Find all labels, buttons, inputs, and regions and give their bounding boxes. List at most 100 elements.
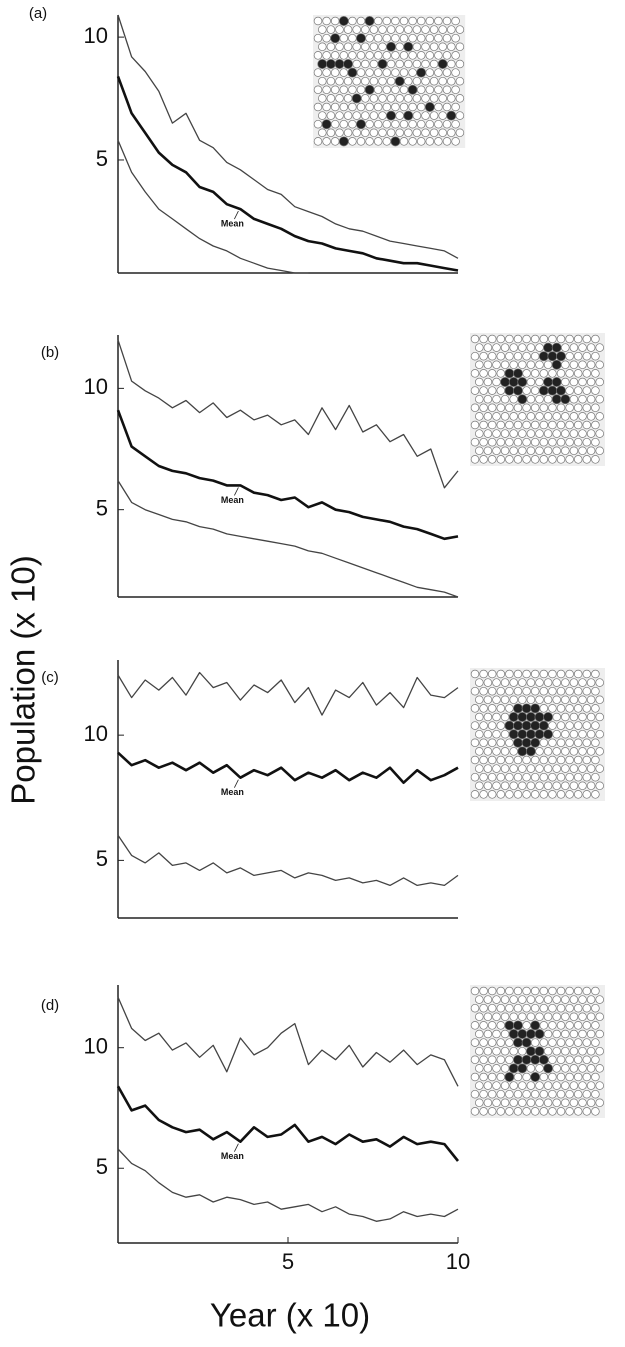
lattice-cell [475, 695, 484, 705]
lattice-cell [518, 412, 527, 421]
lattice-cell [330, 102, 340, 112]
lattice-cell [556, 721, 566, 730]
lattice-cell [565, 1038, 574, 1047]
lattice-cell [373, 16, 383, 26]
lattice-cell [539, 755, 549, 765]
lattice-cell [538, 1054, 549, 1065]
lattice-cell [543, 764, 553, 773]
lattice-cell [483, 360, 493, 370]
lattice-cell [508, 1063, 519, 1074]
lattice-cell [475, 729, 484, 739]
lattice-cell [513, 755, 523, 765]
lattice-cell [492, 377, 501, 387]
lattice-cell [513, 351, 523, 361]
lattice-cell [573, 1072, 583, 1082]
lattice-cell [361, 25, 370, 34]
lattice-cell [382, 85, 392, 95]
lattice-cell [442, 33, 452, 43]
lattice-cell [487, 1038, 497, 1047]
lattice-cell [586, 678, 596, 687]
lattice-cell [548, 369, 557, 378]
lattice-cell [487, 403, 497, 413]
lattice-cell [356, 33, 366, 44]
lattice-cell [539, 369, 549, 378]
lattice-cell [479, 772, 488, 782]
lattice-cell [416, 67, 427, 78]
panel-label: (b) [41, 344, 59, 361]
lattice-cell [565, 755, 574, 765]
lattice-cell [475, 412, 484, 421]
lattice-cell [534, 1029, 545, 1039]
lattice-cell [565, 986, 574, 996]
lattice-cell [487, 1055, 497, 1065]
series-line [116, 409, 459, 541]
lattice-cell [565, 455, 574, 464]
lattice-cell [408, 33, 417, 43]
lattice-cell [535, 995, 544, 1004]
lattice-cell [565, 420, 574, 430]
lattice-cell [565, 1021, 574, 1030]
lattice-cell [447, 94, 456, 103]
lattice-cell [565, 1055, 574, 1065]
lattice-cell [539, 1003, 549, 1013]
lattice-cell [505, 351, 514, 361]
lattice-cell [582, 334, 592, 344]
lattice-cell [470, 334, 480, 344]
lattice-cell [378, 76, 387, 86]
lattice-cell [470, 986, 480, 996]
lattice-cell [573, 1107, 583, 1116]
lattice-cell [479, 790, 488, 799]
lattice-cell [500, 764, 510, 773]
lattice-cell [470, 437, 480, 447]
lattice-cell [526, 429, 536, 438]
y-tick-label: 5 [96, 846, 108, 871]
lattice-cell [483, 446, 493, 456]
lattice-cell [487, 704, 497, 713]
lattice-cell [369, 76, 379, 86]
lattice-cell [496, 704, 506, 713]
lattice-cell [518, 1081, 527, 1090]
lattice-cell [470, 1003, 480, 1013]
lattice-cell [500, 1029, 510, 1039]
lattice-cell [569, 429, 579, 438]
lattice-cell [543, 1012, 553, 1022]
lattice-cell [530, 669, 540, 679]
lattice-cell [573, 790, 583, 799]
lattice-cell [421, 76, 430, 86]
lattice-cell [475, 995, 484, 1004]
lattice-cell [573, 738, 583, 748]
lattice-cell [518, 1046, 527, 1056]
lattice-cell [343, 111, 353, 120]
lattice-cell [318, 111, 327, 120]
lattice-cell [591, 738, 600, 748]
lattice-cell [530, 703, 541, 714]
lattice-cell [552, 1081, 561, 1090]
lattice-cell [438, 25, 447, 34]
lattice-cell [496, 1003, 506, 1013]
lattice-cell [318, 94, 327, 103]
series-line [117, 140, 309, 274]
lattice-cell [483, 1046, 493, 1056]
lattice-cell [543, 1029, 553, 1039]
series-line [116, 75, 459, 272]
lattice-cell [509, 1098, 518, 1108]
lattice-cell [522, 1021, 531, 1030]
lattice-cell [508, 712, 519, 722]
lattice-cell [556, 351, 566, 362]
lattice-cell [500, 712, 510, 722]
lattice-cell [496, 1089, 506, 1099]
lattice-cell [573, 1055, 583, 1065]
lattice-cell [595, 377, 604, 387]
lattice-cell [317, 59, 328, 69]
lattice-cell [530, 437, 540, 447]
lattice-cell [535, 377, 544, 387]
lattice-cell [522, 420, 531, 430]
lattice-cell [391, 85, 400, 95]
lattice-cell [322, 85, 331, 95]
lattice-cell [496, 686, 506, 696]
lattice-cell [521, 1054, 532, 1065]
lattice-cell [578, 446, 587, 456]
lattice-cell [578, 695, 587, 705]
lattice-cell [343, 25, 353, 34]
lattice-cell [535, 695, 544, 705]
